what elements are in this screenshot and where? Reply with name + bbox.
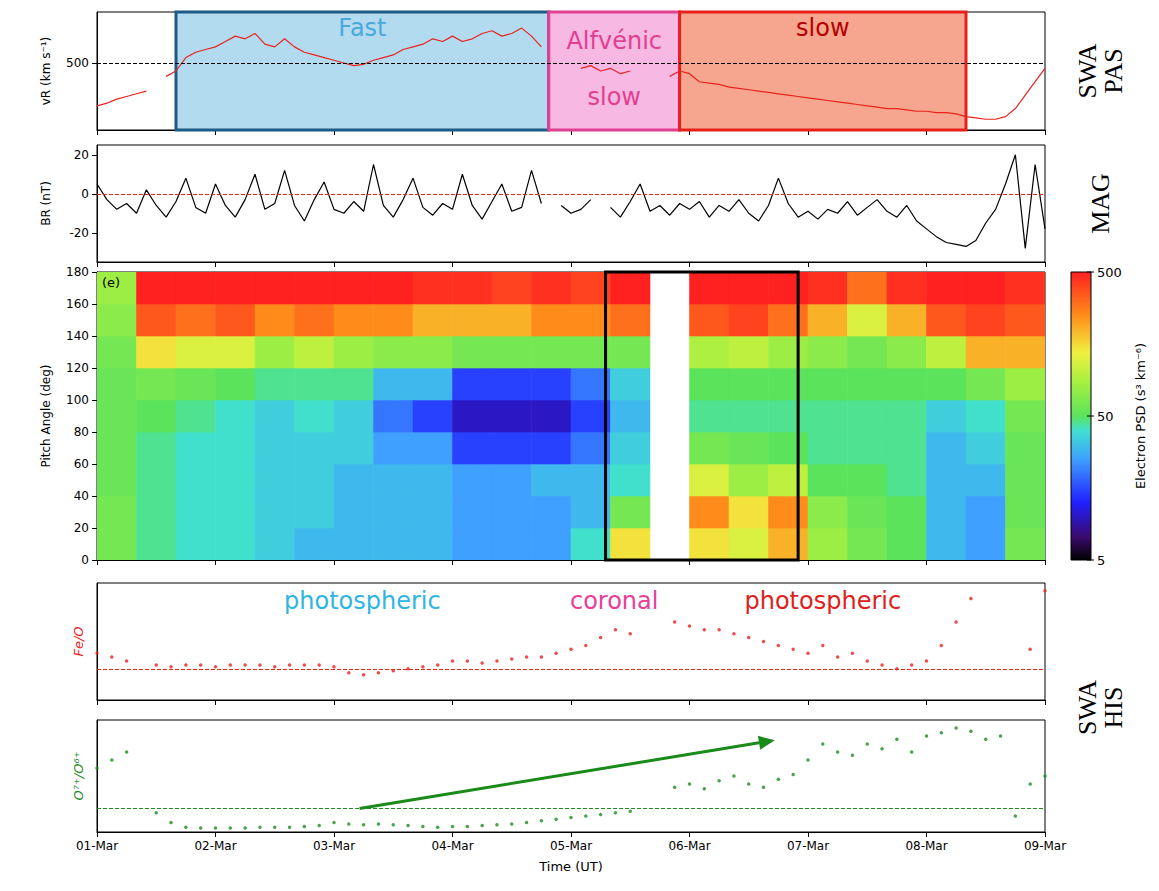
svg-text:500: 500 — [66, 56, 89, 70]
svg-text:Electron PSD (s³ km⁻⁶): Electron PSD (s³ km⁻⁶) — [1133, 343, 1148, 489]
svg-text:01-Mar: 01-Mar — [76, 839, 118, 853]
svg-text:5: 5 — [1097, 553, 1105, 568]
svg-text:slow: slow — [587, 83, 640, 111]
svg-text:Time (UT): Time (UT) — [538, 859, 603, 874]
svg-text:02-Mar: 02-Mar — [194, 839, 236, 853]
svg-text:HIS: HIS — [1099, 687, 1128, 729]
svg-text:(e): (e) — [102, 275, 120, 290]
svg-text:20: 20 — [74, 521, 89, 535]
svg-text:09-Mar: 09-Mar — [1024, 839, 1066, 853]
svg-text:0: 0 — [81, 187, 89, 201]
svg-text:0: 0 — [81, 553, 89, 567]
svg-text:100: 100 — [66, 393, 89, 407]
svg-text:06-Mar: 06-Mar — [668, 839, 710, 853]
svg-text:500: 500 — [1097, 265, 1122, 280]
svg-text:photospheric: photospheric — [284, 587, 441, 615]
svg-text:80: 80 — [74, 425, 89, 439]
svg-text:MAG: MAG — [1086, 173, 1115, 234]
svg-text:50: 50 — [1097, 409, 1114, 424]
svg-text:60: 60 — [74, 457, 89, 471]
svg-text:slow: slow — [796, 14, 849, 42]
svg-text:photospheric: photospheric — [744, 587, 901, 615]
svg-text:180: 180 — [66, 265, 89, 279]
svg-text:vR (km s⁻¹): vR (km s⁻¹) — [39, 37, 53, 105]
svg-text:Fe/O: Fe/O — [71, 626, 86, 656]
svg-text:05-Mar: 05-Mar — [550, 839, 592, 853]
svg-text:160: 160 — [66, 297, 89, 311]
svg-text:08-Mar: 08-Mar — [905, 839, 947, 853]
svg-text:O⁷⁺/O⁶⁺: O⁷⁺/O⁶⁺ — [71, 752, 86, 801]
svg-text:40: 40 — [74, 489, 89, 503]
svg-text:04-Mar: 04-Mar — [431, 839, 473, 853]
svg-text:Pitch Angle (deg): Pitch Angle (deg) — [39, 365, 53, 468]
svg-text:BR (nT): BR (nT) — [39, 181, 53, 226]
svg-text:coronal: coronal — [570, 587, 659, 615]
svg-text:SWA: SWA — [1073, 43, 1102, 98]
svg-text:20: 20 — [74, 148, 89, 162]
svg-text:PAS: PAS — [1099, 48, 1128, 93]
svg-text:SWA: SWA — [1073, 680, 1102, 735]
svg-text:140: 140 — [66, 329, 89, 343]
svg-text:120: 120 — [66, 361, 89, 375]
svg-text:03-Mar: 03-Mar — [313, 839, 355, 853]
svg-text:Alfvénic: Alfvénic — [566, 27, 662, 55]
svg-text:Fast: Fast — [338, 14, 386, 42]
svg-text:07-Mar: 07-Mar — [787, 839, 829, 853]
svg-text:-20: -20 — [69, 226, 89, 240]
